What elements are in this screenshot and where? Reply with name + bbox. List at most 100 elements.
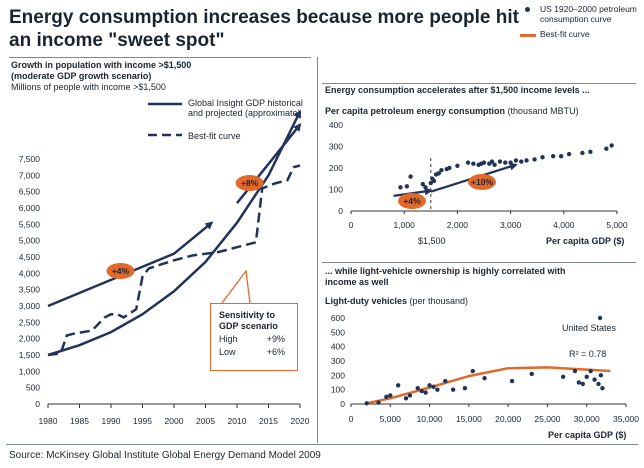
data-point bbox=[576, 380, 582, 385]
bottom-right-heading-1: ... while light-vehicle ownership is hig… bbox=[325, 266, 566, 276]
data-point bbox=[560, 374, 566, 379]
x-tick-label: 2,000 bbox=[447, 220, 469, 230]
x-tick-label: 2000 bbox=[165, 416, 184, 426]
dot-marker-icon bbox=[525, 7, 530, 12]
y-tick-label: 200 bbox=[329, 163, 343, 173]
top-right-ylabel: Per capita petroleum energy consumption … bbox=[325, 106, 579, 117]
data-point bbox=[403, 396, 409, 401]
page-title: Energy consumption increases because mor… bbox=[9, 7, 519, 51]
y-tick-label: 200 bbox=[331, 370, 345, 380]
x-tick-label: 0 bbox=[349, 220, 354, 230]
data-point bbox=[376, 400, 381, 405]
legend-curve-item: Best-fit curve bbox=[520, 29, 640, 39]
y-tick-label: 7,000 bbox=[19, 170, 41, 180]
bottom-right-ylabel-units: (per thousand) bbox=[407, 296, 469, 306]
footer-rule bbox=[6, 444, 638, 445]
data-point bbox=[431, 384, 436, 389]
data-point bbox=[420, 181, 426, 187]
data-point bbox=[471, 161, 476, 166]
x-tick-label: 3,000 bbox=[500, 220, 522, 230]
bottom-right-ylabel: Light-duty vehicles (per thousand) bbox=[325, 296, 468, 307]
data-point bbox=[443, 378, 448, 384]
growth-4pct-bubble bbox=[106, 263, 135, 279]
x-tick-label: 25,000 bbox=[534, 414, 560, 424]
data-point bbox=[609, 143, 614, 148]
legend-dashed-label: Best-fit curve bbox=[188, 131, 241, 141]
x-tick-label: 20,000 bbox=[495, 414, 521, 424]
data-point bbox=[492, 162, 497, 167]
data-point bbox=[404, 184, 410, 189]
data-point bbox=[436, 171, 441, 176]
x-tick-label: 2005 bbox=[196, 416, 215, 426]
x-tick-label: 1995 bbox=[133, 416, 152, 426]
data-point bbox=[596, 381, 601, 387]
data-point bbox=[600, 386, 605, 391]
data-point bbox=[364, 401, 369, 406]
y-tick-label: 6,500 bbox=[19, 187, 41, 197]
data-point bbox=[398, 185, 403, 190]
x-tick-label: 1980 bbox=[39, 416, 58, 426]
data-point bbox=[407, 393, 413, 398]
x-tick-label: 1985 bbox=[70, 416, 89, 426]
data-point bbox=[427, 383, 432, 388]
energy-10pct-bubble bbox=[468, 174, 496, 190]
data-point bbox=[584, 374, 589, 379]
united-states-label: United States bbox=[562, 323, 617, 333]
left-subheading: (moderate GDP growth scenario) bbox=[11, 71, 152, 81]
y-tick-label: 0 bbox=[340, 399, 345, 409]
x-tick-label: 2015 bbox=[259, 416, 278, 426]
data-point bbox=[572, 368, 578, 374]
growth-8pct-label: +8% bbox=[241, 178, 259, 188]
y-tick-label: 400 bbox=[331, 342, 345, 352]
income-marker-label: $1,500 bbox=[418, 236, 446, 246]
data-point bbox=[470, 368, 475, 374]
data-point bbox=[482, 376, 487, 381]
data-point bbox=[604, 146, 609, 151]
data-point bbox=[519, 159, 524, 164]
top-right-ylabel-bold: Per capita petroleum energy consumption bbox=[325, 106, 506, 116]
series-best-fit bbox=[47, 164, 301, 357]
data-point bbox=[580, 381, 585, 387]
data-point bbox=[592, 377, 597, 382]
y-tick-label: 1,000 bbox=[19, 366, 41, 376]
data-point bbox=[529, 371, 534, 377]
y-tick-label: 400 bbox=[329, 120, 343, 130]
x-tick-label: 5,000 bbox=[606, 220, 628, 230]
data-point bbox=[532, 157, 537, 162]
data-point bbox=[489, 159, 495, 164]
y-tick-label: 3,500 bbox=[19, 285, 41, 295]
x-tick-label: 30,000 bbox=[574, 414, 600, 424]
data-point bbox=[588, 368, 593, 374]
sensitivity-low-value: +6% bbox=[266, 347, 285, 357]
sensitivity-high-value: +9% bbox=[266, 334, 285, 344]
energy-4pct-bubble bbox=[398, 193, 426, 209]
data-point bbox=[428, 180, 433, 186]
data-point bbox=[462, 386, 468, 391]
sensitivity-low-label: Low bbox=[219, 347, 236, 357]
data-point bbox=[481, 160, 487, 165]
population-chart: 1980 1985 1990 1995 2000 2005 2010 2015 2020 0 500… bbox=[19, 109, 310, 426]
y-tick-label: 100 bbox=[331, 385, 345, 395]
data-point bbox=[513, 158, 519, 163]
sensitivity-high-label: High bbox=[219, 334, 238, 344]
left-panel-rule bbox=[9, 57, 311, 58]
data-point bbox=[497, 159, 503, 164]
trend-arrow-4pct bbox=[47, 221, 214, 308]
y-tick-label: 100 bbox=[329, 185, 343, 195]
sensitivity-box: Sensitivity to GDP scenario High +9% Low… bbox=[210, 303, 298, 371]
x-tick-label: 1990 bbox=[102, 416, 121, 426]
top-right-panel-rule bbox=[322, 83, 636, 84]
left-heading: Growth in population with income >$1,500 bbox=[11, 60, 192, 70]
data-point bbox=[419, 388, 424, 394]
data-point bbox=[395, 383, 401, 388]
y-tick-label: 6,000 bbox=[19, 203, 41, 213]
vehicles-chart: 0 5,000 10,000 15,000 20,000 25,000 30,000 35,0… bbox=[331, 313, 639, 424]
top-right-heading: Energy consumption accelerates after $1,… bbox=[325, 85, 590, 95]
y-tick-label: 500 bbox=[26, 383, 40, 393]
growth-4pct-label: +4% bbox=[112, 266, 130, 276]
left-units: Millions of people with income >$1,500 bbox=[11, 82, 166, 92]
data-point bbox=[423, 185, 428, 190]
data-point bbox=[423, 390, 428, 395]
y-tick-label: 5,000 bbox=[19, 236, 41, 246]
